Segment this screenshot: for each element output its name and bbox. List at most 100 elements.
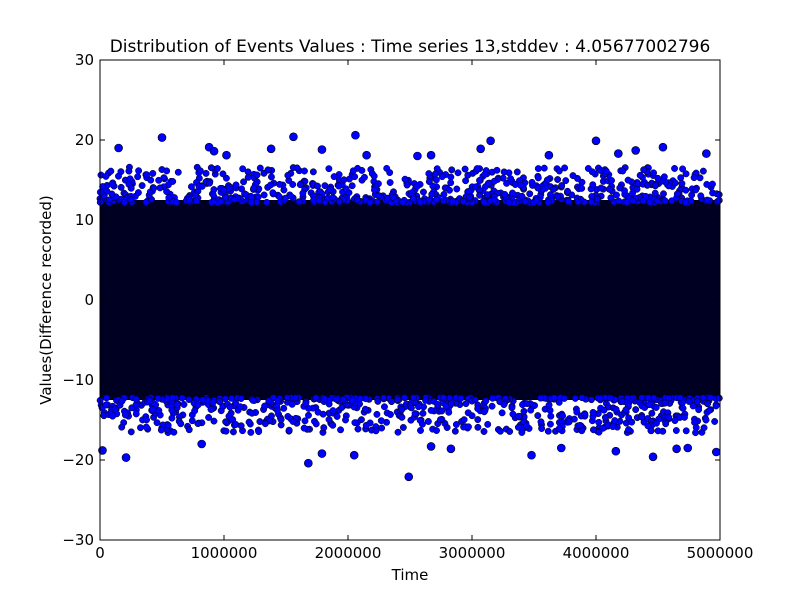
x-tick-label: 0	[95, 544, 105, 562]
scatter-point	[550, 394, 558, 402]
scatter-point	[682, 170, 690, 178]
scatter-point	[433, 196, 441, 204]
scatter-point	[488, 402, 496, 410]
scatter-point	[329, 421, 337, 429]
scatter-point	[173, 198, 180, 206]
scatter-point	[484, 420, 492, 428]
scatter-point	[374, 397, 382, 405]
scatter-point	[336, 198, 343, 206]
scatter-point	[351, 419, 359, 427]
scatter-point	[142, 198, 150, 206]
scatter-point	[191, 407, 199, 415]
scatter-point	[574, 198, 582, 206]
outlier-point	[658, 142, 668, 152]
outlier-point	[317, 449, 327, 458]
scatter-point	[383, 194, 391, 202]
scatter-point	[612, 405, 620, 413]
scatter-point	[493, 166, 501, 174]
scatter-point	[451, 427, 459, 435]
scatter-point	[289, 181, 297, 188]
scatter-point	[360, 173, 368, 181]
outlier-point	[121, 453, 131, 462]
scatter-point	[440, 197, 448, 205]
scatter-point	[253, 171, 261, 179]
scatter-point	[256, 164, 264, 172]
scatter-point	[263, 198, 271, 206]
scatter-point	[429, 182, 437, 190]
scatter-point	[609, 423, 617, 431]
outlier-point	[413, 151, 422, 161]
scatter-point	[127, 428, 135, 436]
scatter-point	[671, 417, 679, 425]
scatter-point	[549, 185, 557, 193]
scatter-point	[300, 424, 308, 432]
scatter-point	[289, 418, 297, 425]
scatter-point	[509, 189, 516, 197]
scatter-point	[284, 171, 292, 179]
x-tick-label: 1000000	[191, 544, 258, 562]
scatter-point	[652, 403, 660, 411]
scatter-point	[628, 418, 636, 426]
scatter-point	[439, 394, 447, 402]
scatter-point	[692, 429, 699, 437]
scatter-point	[509, 410, 517, 418]
scatter-point	[436, 416, 444, 424]
scatter-point	[321, 395, 329, 403]
scatter-point	[187, 183, 195, 191]
scatter-point	[230, 195, 238, 203]
outlier-point	[362, 150, 371, 160]
scatter-point	[178, 394, 186, 402]
scatter-point	[102, 172, 110, 180]
outlier-point	[544, 150, 554, 160]
scatter-point	[476, 191, 484, 199]
outlier-point	[591, 136, 601, 146]
outlier-point	[611, 446, 621, 456]
scatter-point	[629, 197, 637, 205]
scatter-point	[237, 395, 245, 402]
x-tick-label: 3000000	[439, 544, 506, 562]
scatter-point	[348, 397, 356, 404]
scatter-point	[366, 198, 374, 206]
scatter-point	[169, 394, 177, 402]
scatter-point	[652, 419, 660, 427]
scatter-point	[685, 397, 693, 405]
scatter-point	[457, 394, 465, 402]
scatter-point	[705, 406, 713, 414]
scatter-point	[560, 394, 568, 402]
scatter-point	[247, 428, 255, 436]
scatter-point	[103, 187, 111, 195]
scatter-point	[569, 172, 577, 180]
x-tick-label: 4000000	[563, 544, 630, 562]
scatter-point	[619, 167, 627, 175]
scatter-point	[564, 197, 572, 205]
scatter-point	[329, 194, 337, 201]
scatter-point	[695, 406, 703, 414]
scatter-point	[613, 191, 620, 199]
outlier-point	[266, 144, 276, 154]
scatter-point	[236, 403, 244, 411]
y-tick-label: 30	[75, 51, 94, 69]
scatter-point	[453, 185, 461, 193]
scatter-point	[229, 416, 237, 424]
scatter-point	[715, 394, 723, 402]
scatter-point	[413, 183, 421, 191]
y-tick-label: 10	[75, 211, 94, 229]
scatter-point	[503, 179, 511, 187]
scatter-point	[573, 408, 581, 416]
scatter-point	[137, 424, 144, 432]
scatter-point	[605, 185, 613, 193]
scatter-point	[185, 196, 193, 204]
scatter-point	[599, 424, 607, 432]
scatter-point	[226, 403, 234, 411]
scatter-point	[448, 166, 456, 174]
scatter-point	[378, 424, 386, 432]
scatter-point	[185, 426, 193, 434]
scatter-point	[219, 170, 227, 178]
scatter-point	[370, 172, 378, 180]
outlier-point	[672, 444, 681, 454]
scatter-point	[445, 408, 453, 416]
scatter-point	[651, 182, 659, 190]
scatter-point	[523, 422, 530, 430]
scatter-point	[690, 174, 698, 182]
scatter-point	[564, 187, 571, 195]
